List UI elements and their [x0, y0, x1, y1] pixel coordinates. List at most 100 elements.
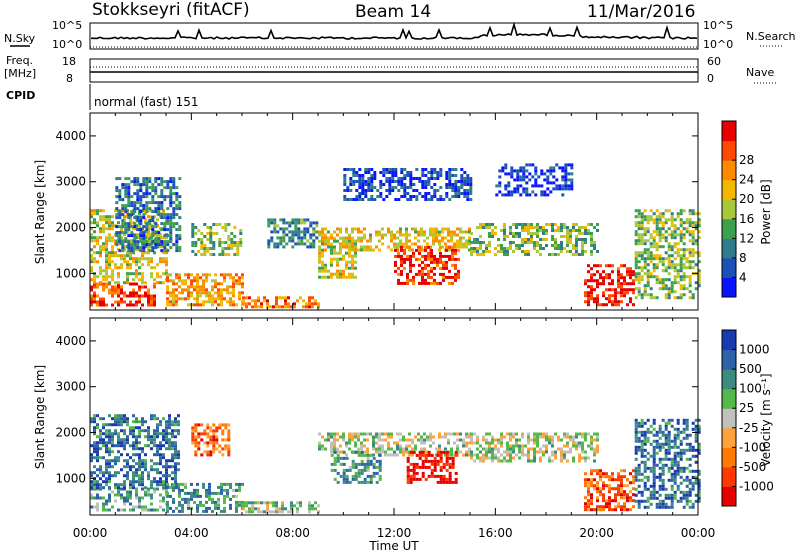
data-cell: [501, 193, 504, 196]
data-cell: [120, 420, 123, 423]
data-cell: [614, 288, 617, 291]
data-cell: [230, 244, 233, 247]
data-cell: [590, 448, 593, 451]
data-cell: [108, 275, 111, 278]
data-cell: [507, 172, 510, 175]
data-cell: [656, 218, 659, 221]
data-cell: [330, 433, 333, 436]
data-cell: [504, 184, 507, 187]
data-cell: [354, 261, 357, 264]
data-cell: [626, 273, 629, 276]
data-cell: [174, 474, 177, 477]
data-cell: [102, 224, 105, 227]
data-cell: [96, 453, 99, 456]
data-cell: [235, 282, 238, 285]
data-cell: [166, 243, 169, 246]
data-cell: [680, 458, 683, 461]
data-cell: [120, 488, 123, 491]
data-cell: [373, 457, 376, 460]
data-cell: [620, 505, 623, 508]
data-cell: [424, 198, 427, 201]
data-cell: [284, 302, 287, 305]
data-cell: [108, 254, 111, 257]
data-cell: [551, 235, 554, 238]
data-cell: [686, 503, 689, 506]
data-cell: [445, 186, 448, 189]
data-cell: [172, 297, 175, 300]
data-cell: [584, 238, 587, 241]
data-cell: [220, 294, 223, 297]
data-cell: [413, 472, 416, 475]
data-cell: [420, 231, 423, 234]
data-cell: [123, 257, 126, 260]
data-cell: [437, 463, 440, 466]
data-cell: [641, 422, 644, 425]
data-cell: [330, 442, 333, 445]
data-cell: [424, 267, 427, 270]
data-cell: [99, 209, 102, 212]
colorbar-swatch: [722, 121, 736, 141]
data-cell: [689, 284, 692, 287]
data-cell: [647, 278, 650, 281]
data-cell: [242, 302, 245, 305]
data-cell: [178, 237, 181, 240]
data-cell: [96, 275, 99, 278]
data-cell: [378, 436, 381, 439]
data-cell: [491, 454, 494, 457]
data-cell: [166, 297, 169, 300]
data-cell: [671, 494, 674, 497]
data-cell: [121, 186, 124, 189]
data-cell: [168, 414, 171, 417]
data-cell: [175, 228, 178, 231]
data-cell: [402, 243, 405, 246]
data-cell: [294, 221, 297, 224]
data-cell: [421, 282, 424, 285]
data-cell: [197, 435, 200, 438]
data-cell: [352, 460, 355, 463]
data-cell: [193, 303, 196, 306]
data-cell: [144, 506, 147, 509]
data-cell: [611, 478, 614, 481]
data-cell: [381, 243, 384, 246]
data-cell: [108, 292, 111, 295]
data-cell: [584, 232, 587, 235]
data-cell: [96, 236, 99, 239]
data-cell: [653, 488, 656, 491]
data-cell: [99, 281, 102, 284]
data-cell: [150, 497, 153, 500]
data-cell: [275, 296, 278, 299]
data-cell: [507, 184, 510, 187]
data-cell: [569, 250, 572, 253]
data-cell: [488, 442, 491, 445]
data-cell: [178, 501, 181, 504]
data-cell: [653, 485, 656, 488]
data-cell: [238, 504, 241, 507]
data-cell: [587, 499, 590, 502]
data-cell: [524, 223, 527, 226]
data-cell: [96, 224, 99, 227]
data-cell: [108, 438, 111, 441]
data-cell: [178, 297, 181, 300]
data-cell: [393, 454, 396, 457]
data-cell: [141, 286, 144, 289]
data-cell: [177, 450, 180, 453]
data-cell: [327, 436, 330, 439]
data-cell: [327, 240, 330, 243]
data-cell: [108, 509, 111, 512]
data-cell: [650, 494, 653, 497]
data-cell: [479, 244, 482, 247]
colorbar-swatch: [722, 389, 736, 409]
data-cell: [166, 273, 169, 276]
data-cell: [506, 460, 509, 463]
data-cell: [117, 435, 120, 438]
data-cell: [455, 478, 458, 481]
data-cell: [587, 291, 590, 294]
data-cell: [339, 246, 342, 249]
data-cell: [111, 227, 114, 230]
data-cell: [450, 454, 453, 457]
data-cell: [166, 180, 169, 183]
data-cell: [683, 449, 686, 452]
data-cell: [138, 272, 141, 275]
data-cell: [190, 294, 193, 297]
data-cell: [665, 239, 668, 242]
